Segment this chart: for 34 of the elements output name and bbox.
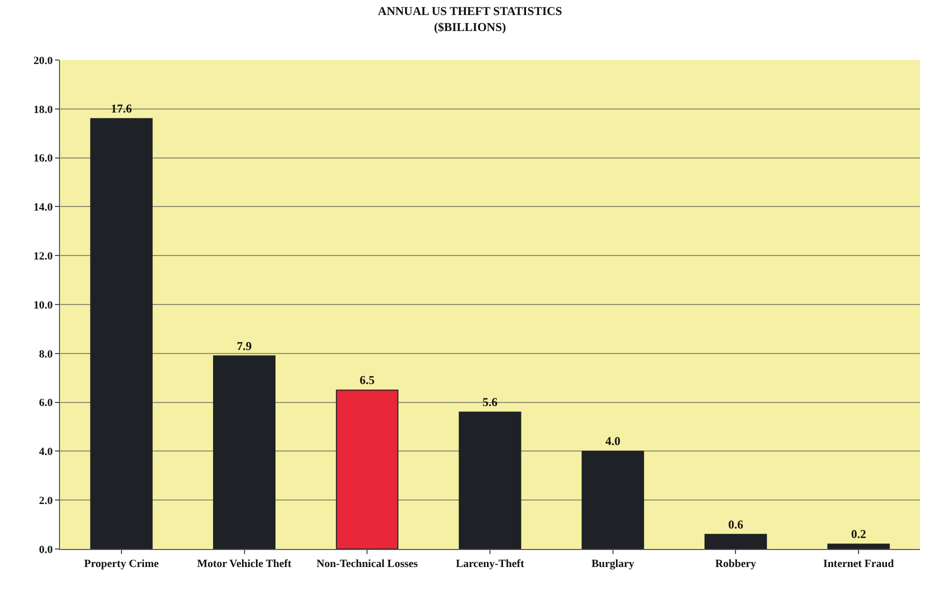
y-tick-label: 0.0 (39, 544, 54, 556)
y-tick-label: 16.0 (34, 152, 54, 165)
bar (458, 412, 522, 549)
x-tick-label: Larceny-Theft (456, 558, 524, 570)
chart-subtitle: ($BILLIONS) (434, 20, 506, 34)
y-tick-label: 4.0 (39, 446, 54, 458)
y-tick-label: 2.0 (39, 494, 54, 507)
bar (213, 355, 276, 549)
data-label: 7.9 (236, 338, 252, 353)
x-tick-label: Robbery (715, 558, 757, 570)
y-tick-label: 20.0 (34, 54, 54, 67)
y-tick-label: 10.0 (34, 299, 54, 312)
data-label: 5.6 (482, 395, 498, 410)
bar (827, 544, 890, 549)
x-tick-label: Property Crime (84, 558, 159, 570)
data-label: 0.6 (728, 517, 744, 532)
x-tick-label: Non-Technical Losses (316, 558, 419, 570)
data-label: 4.0 (605, 434, 620, 448)
bar (90, 118, 153, 549)
x-tick-label: Burglary (591, 558, 635, 570)
chart-title: ANNUAL US THEFT STATISTICS (378, 4, 562, 18)
x-tick-label: Internet Fraud (823, 558, 894, 570)
bar (704, 534, 767, 549)
y-tick-label: 12.0 (34, 250, 54, 262)
x-tick-label: Motor Vehicle Theft (197, 558, 292, 570)
data-label: 0.2 (851, 527, 866, 542)
bar (336, 390, 398, 549)
y-tick-label: 14.0 (34, 202, 54, 214)
data-label: 6.5 (360, 373, 375, 388)
y-tick-label: 18.0 (34, 104, 54, 116)
bar (582, 450, 644, 549)
y-tick-label: 8.0 (39, 348, 54, 360)
y-tick-label: 6.0 (39, 397, 54, 410)
data-label: 17.6 (110, 102, 132, 116)
